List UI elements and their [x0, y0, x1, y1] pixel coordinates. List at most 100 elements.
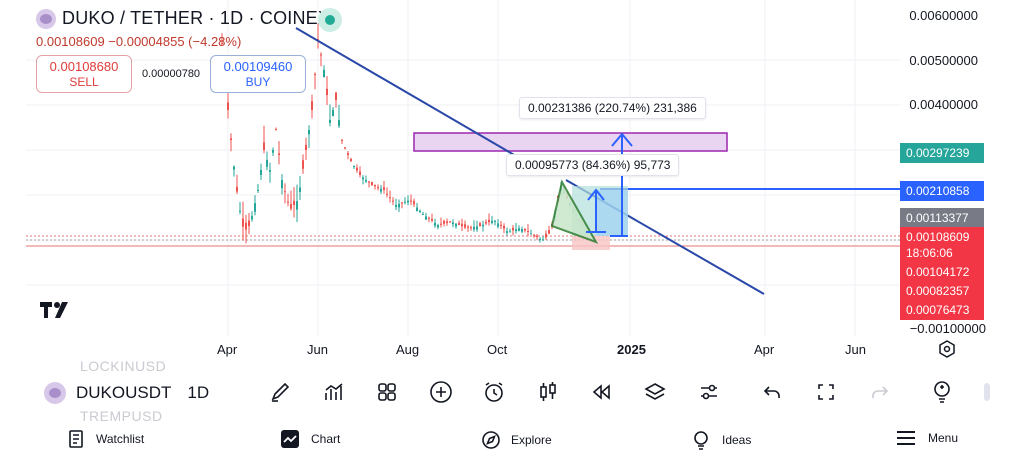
spread-value: 0.00000780: [141, 68, 201, 80]
candle-body: [281, 180, 283, 189]
menu-icon: [897, 431, 915, 445]
price-axis-label: 0.00500000: [909, 53, 978, 68]
candle-body: [452, 222, 454, 225]
candle-body: [269, 170, 271, 172]
settings-sliders-icon[interactable]: [695, 378, 723, 406]
candle-body: [248, 220, 250, 227]
nav-chart[interactable]: Chart: [281, 430, 340, 448]
candle-body: [512, 227, 514, 231]
sell-button[interactable]: 0.00108680 SELL: [36, 55, 132, 93]
chart-settings-icon[interactable]: [938, 340, 956, 363]
candle-body: [428, 217, 430, 219]
candle-body: [263, 142, 265, 150]
brush-icon[interactable]: [266, 378, 294, 406]
nav-ideas[interactable]: Ideas: [692, 430, 751, 450]
candle-body: [431, 218, 433, 221]
price-axis-label: 0.00600000: [909, 8, 978, 23]
candle-body: [389, 197, 391, 199]
candle-body: [509, 231, 511, 233]
nav-watchlist[interactable]: Watchlist: [68, 430, 144, 448]
candle-body: [323, 70, 325, 78]
candle-body: [443, 220, 445, 224]
candle-body: [524, 228, 526, 231]
candle-body: [230, 138, 232, 140]
time-axis-label: Apr: [754, 342, 775, 357]
target-zone-rect: [413, 132, 728, 152]
candle-body: [461, 223, 463, 227]
buy-button[interactable]: 0.00109460 BUY: [210, 55, 306, 93]
ghost-symbol-below: TREMPUSD: [80, 408, 163, 424]
nav-menu[interactable]: Menu: [896, 430, 958, 446]
price-badge: 0.00076473: [900, 300, 984, 320]
candle-body: [221, 43, 223, 45]
measure-arrow-large: [610, 132, 633, 237]
candles-icon[interactable]: [534, 378, 562, 406]
candle-body: [332, 110, 334, 116]
price-badge: 0.00108609: [900, 227, 984, 247]
candle-body: [542, 239, 544, 241]
candle-body: [449, 221, 451, 223]
candle-body: [374, 184, 376, 187]
candle-body: [308, 130, 310, 135]
ideas-bulb-icon[interactable]: [928, 378, 956, 406]
candle-body: [488, 219, 490, 223]
candle-body: [446, 221, 448, 224]
symbol-selector[interactable]: DUKOUSDT 1D: [44, 382, 209, 404]
candle-body: [515, 229, 517, 232]
replay-icon[interactable]: [587, 378, 615, 406]
candle-body: [503, 225, 505, 229]
triangle-pattern: [550, 179, 599, 244]
candle-body: [434, 222, 436, 226]
ghost-symbol-above: LOCKINUSD: [80, 358, 167, 374]
candle-body: [476, 226, 478, 230]
candle-body: [530, 233, 532, 235]
candle-body: [329, 120, 331, 123]
tradingview-logo-icon: [40, 300, 76, 326]
nav-explore[interactable]: Explore: [481, 430, 552, 450]
add-icon[interactable]: [427, 378, 455, 406]
price-badge: 0.00297239: [900, 143, 984, 163]
candle-body: [245, 222, 247, 230]
undo-icon[interactable]: [758, 378, 786, 406]
candle-body: [284, 191, 286, 193]
chart-area[interactable]: DUKO / TETHER · 1D · COINEX 0.00108609 −…: [0, 0, 1024, 360]
buy-label: BUY: [245, 75, 271, 89]
candle-body: [416, 207, 418, 211]
candle-body: [545, 233, 547, 238]
time-axis-label: Apr: [217, 342, 238, 357]
candle-body: [365, 180, 367, 182]
time-axis-label: Oct: [487, 342, 508, 357]
measure-label-top[interactable]: 0.00231386 (220.74%) 231,386: [519, 97, 706, 119]
price-badge: 0.00082357: [900, 281, 984, 301]
candle-body: [494, 220, 496, 222]
nav-explore-label: Explore: [511, 433, 552, 447]
candle-body: [299, 187, 301, 192]
alert-icon[interactable]: [480, 378, 508, 406]
time-axis-label: Aug: [396, 342, 420, 357]
layers-icon[interactable]: [641, 378, 669, 406]
trendline-upper: [295, 27, 541, 171]
candle-body: [521, 229, 523, 232]
candle-body: [425, 216, 427, 220]
indicators-icon[interactable]: [320, 378, 348, 406]
candle-body: [359, 171, 361, 175]
watchlist-icon: [69, 430, 83, 448]
chart-toolbar: LOCKINUSD TREMPUSD DUKOUSDT 1D: [0, 358, 1024, 424]
redo-icon[interactable]: [866, 378, 894, 406]
candle-body: [533, 234, 535, 236]
interval[interactable]: 1D: [187, 383, 210, 402]
bottom-navigation: Watchlist Chart Explore Ideas Menu: [0, 421, 1024, 459]
candle-body: [377, 187, 379, 189]
price-badge: 0.00104172: [900, 262, 984, 282]
candle-body: [455, 223, 457, 227]
more-icon[interactable]: [980, 378, 994, 406]
measure-label-mid[interactable]: 0.00095773 (84.36%) 95,773: [506, 154, 680, 176]
chart-title[interactable]: DUKO / TETHER · 1D · COINEX: [62, 8, 331, 28]
candle-body: [287, 201, 289, 203]
price-chart[interactable]: [0, 0, 1024, 360]
candle-body: [239, 210, 241, 212]
duko-coin-icon: [44, 382, 66, 404]
fullscreen-icon[interactable]: [812, 378, 840, 406]
layout-icon[interactable]: [373, 378, 401, 406]
candle-body: [506, 231, 508, 233]
